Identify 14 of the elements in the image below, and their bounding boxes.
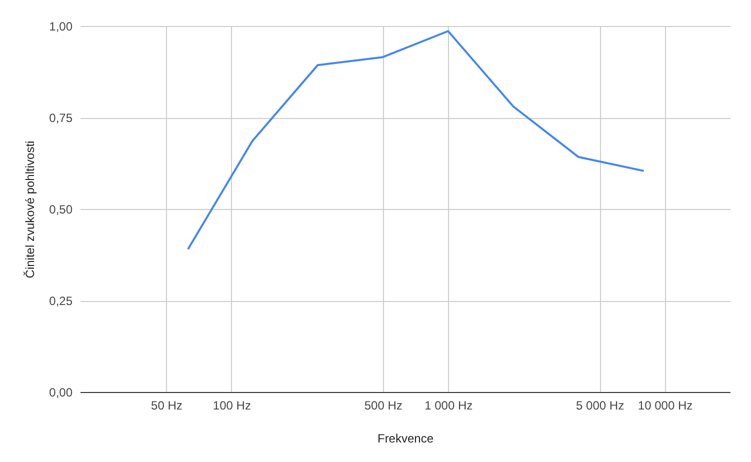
x-tick-label: 500 Hz (364, 398, 402, 412)
y-tick-label: 1,00 (49, 20, 73, 34)
y-axis-title: Činitel zvukové pohltivosti (23, 140, 38, 278)
x-tick-label: 1 000 Hz (424, 398, 473, 412)
y-tick-label: 0,75 (49, 111, 73, 125)
y-tick-label: 0,50 (49, 202, 73, 216)
x-tick-label: 50 Hz (151, 398, 182, 412)
x-tick-label: 5 000 Hz (576, 398, 624, 412)
x-axis-title: Frekvence (377, 432, 434, 446)
y-tick-label: 0,00 (49, 386, 73, 400)
y-tick-label: 0,25 (49, 294, 73, 308)
line-series (186, 30, 645, 250)
x-tick-label: 10 000 Hz (638, 398, 693, 412)
x-tick-label: 100 Hz (212, 398, 251, 412)
